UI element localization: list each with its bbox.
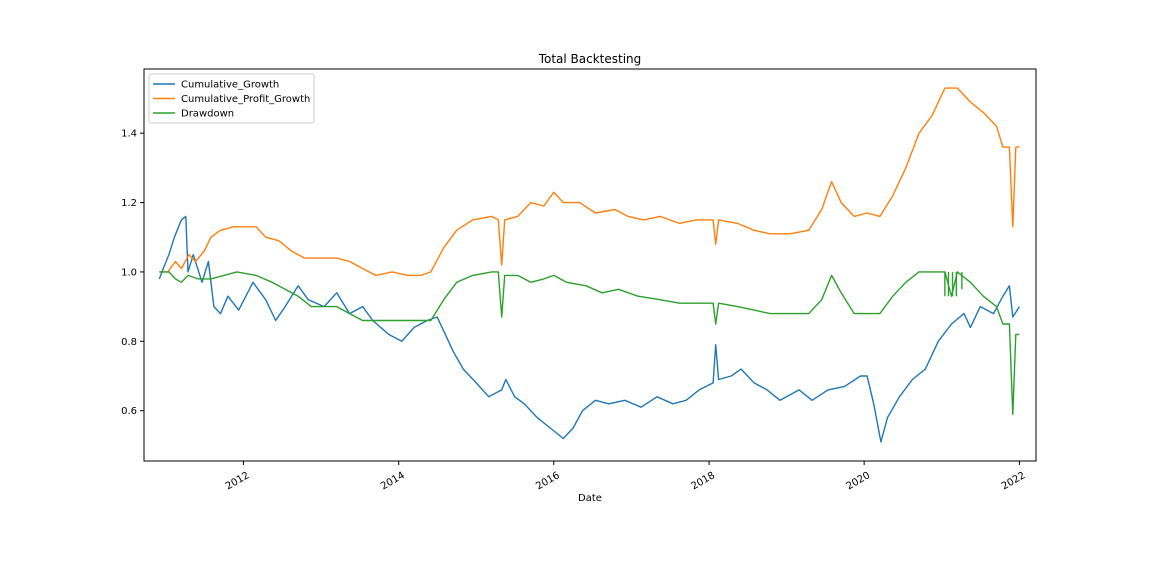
series-line-drawdown: [159, 271, 1020, 415]
legend-box: [148, 73, 315, 124]
y-tick-label-1.0: 1.0: [121, 267, 137, 278]
legend-label-2: Drawdown: [181, 109, 234, 120]
legend: Cumulative_Growth Cumulative_Profit_Growt…: [148, 73, 315, 124]
y-tick-label-0.8: 0.8: [121, 337, 137, 348]
y-tick-label-1.4: 1.4: [121, 129, 137, 140]
series-line-cumulative-growth: [158, 215, 1020, 443]
plot-area-frame: [143, 68, 1037, 462]
series-layer: [158, 87, 1020, 443]
x-axis-label: Date: [578, 493, 602, 504]
y-tick-label-0.6: 0.6: [121, 406, 137, 417]
series-line-cumulative-profit-growth: [159, 87, 1020, 277]
chart-title: Total Backtesting: [538, 52, 642, 66]
legend-label-0: Cumulative_Growth: [181, 80, 279, 91]
legend-label-1: Cumulative_Profit_Growth: [181, 94, 310, 105]
y-axis: 0.6 0.8 1.0 1.2 1.4: [121, 129, 144, 417]
y-tick-label-1.2: 1.2: [121, 198, 137, 209]
